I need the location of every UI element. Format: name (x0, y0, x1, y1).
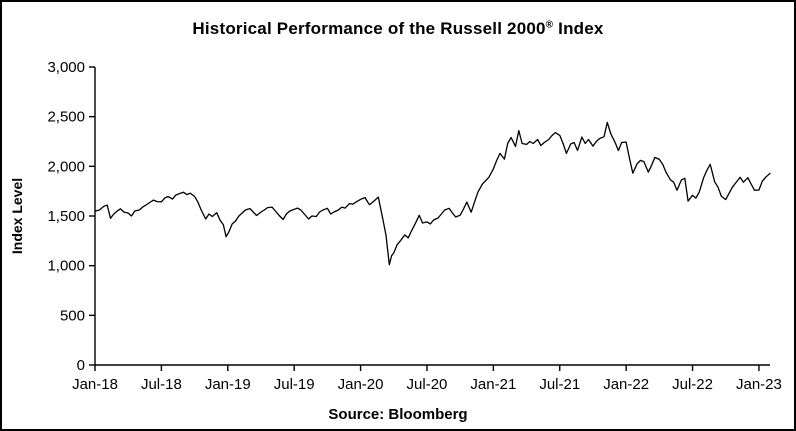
y-tick-label: 1,000 (47, 258, 85, 275)
x-tick-label: Jan-21 (470, 376, 516, 393)
y-tick-label: 2,000 (47, 158, 85, 175)
x-tick-label: Jul-22 (672, 376, 713, 393)
chart-title-text: Historical Performance of the Russell 20… (192, 19, 546, 38)
x-tick-label: Jan-19 (205, 376, 251, 393)
x-tick-label: Jan-23 (736, 376, 782, 393)
x-tick-label: Jul-19 (274, 376, 315, 393)
chart-title-suffix: Index (553, 19, 604, 38)
y-tick-label: 500 (60, 307, 85, 324)
y-axis-label: Index Level (9, 178, 25, 254)
x-tick-label: Jul-20 (407, 376, 448, 393)
y-tick-label: 2,500 (47, 109, 85, 126)
x-tick-label: Jan-22 (603, 376, 649, 393)
x-tick-label: Jul-21 (539, 376, 580, 393)
axis-lines (94, 67, 770, 366)
index-line-series (94, 121, 771, 266)
x-tick-label: Jan-18 (72, 376, 118, 393)
y-tick-label: 3,000 (47, 59, 85, 76)
registered-trademark-symbol: ® (545, 19, 554, 31)
y-tick-label: 1,500 (47, 208, 85, 225)
x-tick-label: Jan-20 (338, 376, 384, 393)
x-tick-label: Jul-18 (141, 376, 182, 393)
y-tick-label: 0 (77, 357, 85, 374)
chart-title: Historical Performance of the Russell 20… (2, 19, 794, 39)
source-note: Source: Bloomberg (328, 406, 468, 423)
